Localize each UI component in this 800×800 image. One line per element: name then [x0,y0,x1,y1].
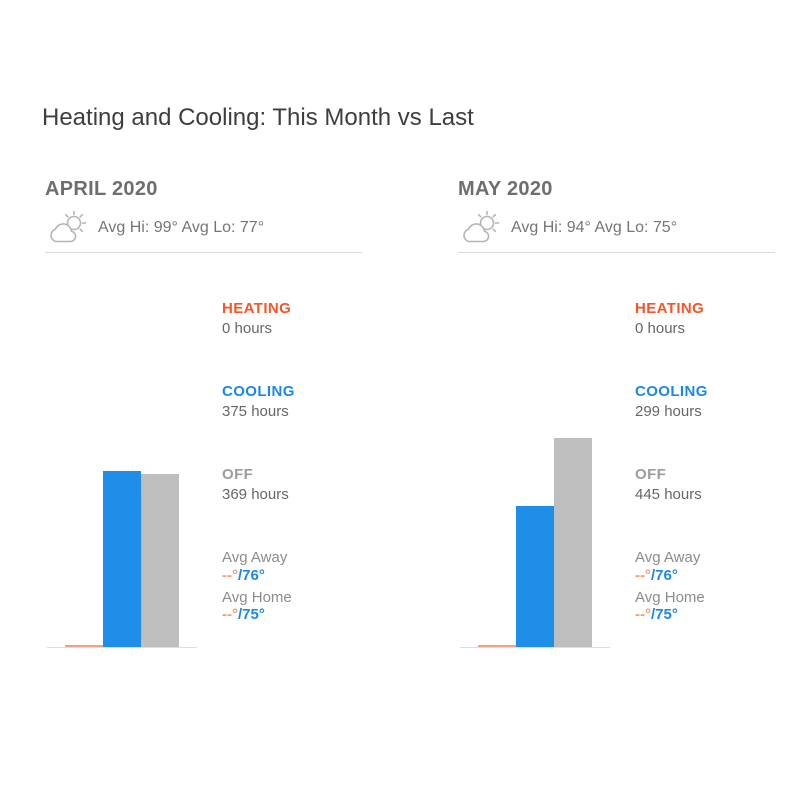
avg-home-heat-setpoint: --° [222,606,238,623]
stats-legend: HEATING 0 hours COOLING 375 hours OFF 36… [222,178,365,658]
usage-bar-chart [47,436,197,648]
heating-label: HEATING [635,300,705,317]
month-column-may: MAY 2020 Avg Hi: 94° Avg Lo: 75° [458,178,778,658]
avg-hi-lo-text: Avg Hi: 99° Avg Lo: 77° [98,219,265,236]
avg-away-heat-setpoint: --° [635,567,651,584]
off-hours: 369 hours [222,486,289,503]
off-label: OFF [635,466,667,483]
heating-hours: 0 hours [635,320,686,337]
avg-home-heat-setpoint: --° [635,606,651,623]
weather-summary: Avg Hi: 94° Avg Lo: 75° [458,208,677,248]
month-title: APRIL 2020 [45,178,158,200]
avg-hi-lo-text: Avg Hi: 94° Avg Lo: 75° [511,219,678,236]
off-hours: 445 hours [635,486,702,503]
cooling-hours: 299 hours [635,403,702,420]
cooling-bar [103,471,141,647]
partly-cloudy-icon [463,210,500,242]
avg-home-label: Avg Home [635,589,705,606]
page-title: Heating and Cooling: This Month vs Last [42,104,474,131]
avg-away-value: --°/76° [635,567,678,584]
off-bar [554,438,592,647]
avg-away-cool-setpoint: /76° [651,567,678,584]
avg-home-cool-setpoint: /75° [238,606,265,623]
stats-legend: HEATING 0 hours COOLING 299 hours OFF 44… [635,178,778,658]
avg-away-value: --°/76° [222,567,265,584]
month-column-april: APRIL 2020 Avg Hi: 99° Avg Lo: 77° [45,178,365,658]
avg-home-value: --°/75° [222,606,265,623]
avg-away-cool-setpoint: /76° [238,567,265,584]
heating-bar [478,645,516,647]
heating-hours: 0 hours [222,320,273,337]
month-title: MAY 2020 [458,178,553,200]
avg-home-cool-setpoint: /75° [651,606,678,623]
avg-home-label: Avg Home [222,589,292,606]
cooling-label: COOLING [635,383,708,400]
heating-label: HEATING [222,300,292,317]
divider [45,252,362,253]
avg-away-heat-setpoint: --° [222,567,238,584]
avg-away-label: Avg Away [222,549,288,566]
usage-bar-chart [460,436,610,648]
cooling-bar [516,506,554,647]
divider [458,252,775,253]
partly-cloudy-icon [50,210,87,242]
cooling-label: COOLING [222,383,295,400]
avg-away-label: Avg Away [635,549,701,566]
off-label: OFF [222,466,254,483]
avg-home-value: --°/75° [635,606,678,623]
off-bar [141,474,179,647]
cooling-hours: 375 hours [222,403,289,420]
heating-bar [65,645,103,647]
weather-summary: Avg Hi: 99° Avg Lo: 77° [45,208,264,248]
